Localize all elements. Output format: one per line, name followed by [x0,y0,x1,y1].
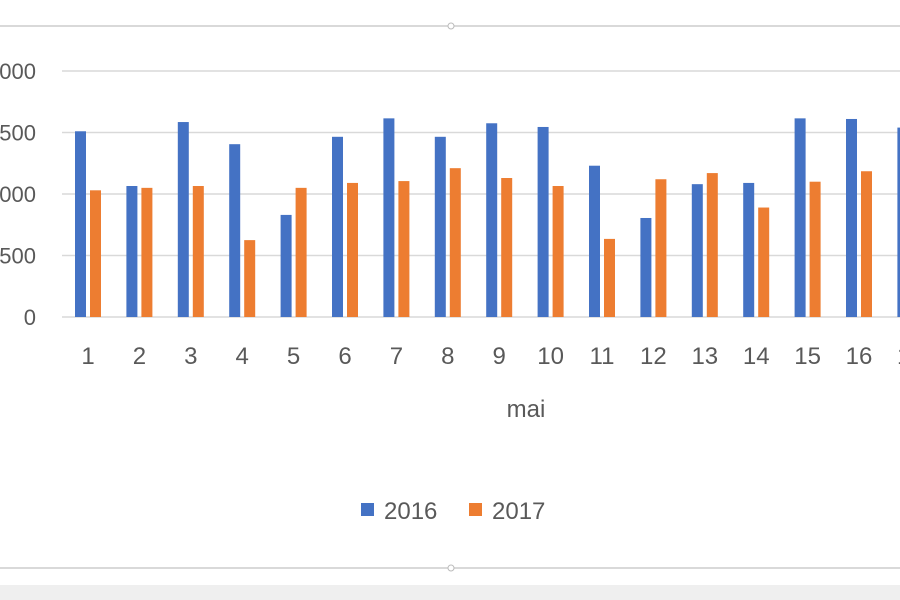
bar-2016-12 [640,217,652,317]
y-tick-label: 2000 [0,59,36,84]
bar-2016-13 [691,184,703,317]
bar-2016-2 [126,186,138,317]
bar-2016-7 [383,118,395,317]
x-tick-label: 17 [897,343,900,370]
x-tick-label: 7 [390,343,403,370]
bar-2017-14 [758,207,770,317]
resize-handle-bottom[interactable] [447,564,455,572]
sheet-area [0,585,900,600]
x-axis-title: mai [507,396,546,423]
bar-2016-9 [486,123,498,318]
bar-2017-11 [604,238,615,317]
x-tick-label: 13 [691,343,718,370]
x-tick-label: 10 [537,343,564,370]
bar-2016-5 [280,214,292,317]
y-tick-label: 0 [24,305,36,330]
x-tick-label: 11 [590,343,615,370]
legend: 2016 2017 [361,498,545,525]
y-tick-label: 500 [0,244,36,269]
bar-2017-16 [861,171,872,317]
bar-2017-7 [398,181,410,317]
legend-label-2016: 2016 [384,498,437,525]
x-tick-label: 9 [493,343,506,370]
bar-2016-10 [537,126,549,317]
bar-2017-6 [347,182,358,317]
x-tick-label: 6 [338,343,351,370]
bar-2017-12 [655,179,667,317]
bar-2016-17 [897,127,900,317]
bar-2016-1 [75,131,86,317]
bar-2016-3 [177,122,189,317]
bar-2016-4 [229,144,241,317]
x-tick-label: 16 [846,343,873,370]
bar-2017-2 [141,187,153,317]
bar-2017-13 [706,173,718,317]
bar-2017-4 [244,240,256,317]
x-tick-label: 4 [236,343,249,370]
bar-2017-8 [449,168,461,317]
x-tick-label: 2 [133,343,146,370]
bar-2017-3 [192,186,204,317]
bar-2016-15 [794,118,806,317]
x-tick-label: 1 [81,343,94,370]
x-tick-label: 3 [184,343,197,370]
legend-label-2017: 2017 [492,498,545,525]
legend-swatch-2017 [469,503,482,516]
bar-2017-10 [552,186,564,317]
bar-2016-14 [743,182,755,317]
legend-swatch-2016 [361,503,374,516]
x-tick-label: 15 [794,343,821,370]
bar-2017-9 [501,178,513,317]
x-tick-label: 5 [287,343,300,370]
bar-2016-6 [332,136,343,317]
bar-2017-5 [295,187,307,317]
bar-2017-15 [809,181,821,317]
y-tick-label: 1000 [0,182,36,207]
x-tick-label: 12 [640,343,667,370]
bar-2016-11 [589,165,600,317]
resize-handle-top[interactable] [447,22,455,30]
bar-2016-8 [434,136,446,317]
x-tick-label: 14 [743,343,770,370]
bar-2017-1 [90,190,101,317]
x-tick-label: 8 [441,343,454,370]
y-tick-label: 1500 [0,121,36,146]
bar-2016-16 [846,118,857,317]
